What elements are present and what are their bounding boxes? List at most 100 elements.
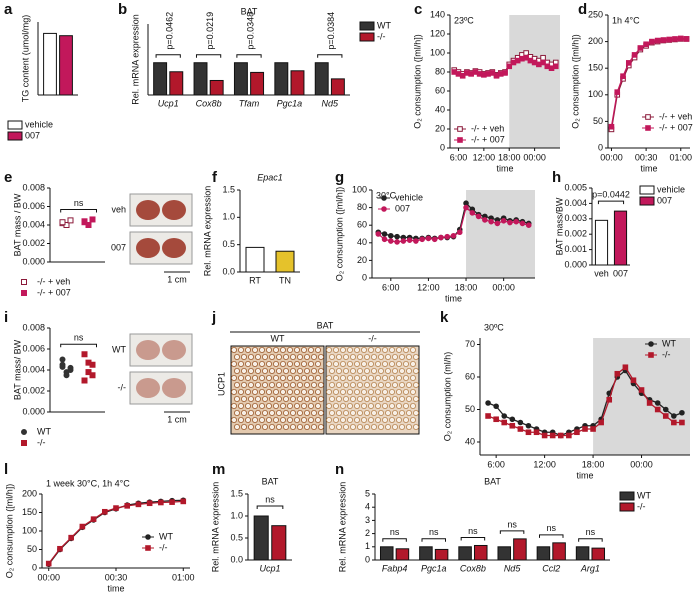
bar [591, 547, 606, 561]
x-tick-label: 12:00 [417, 282, 440, 292]
cell [286, 346, 293, 353]
cell [332, 416, 339, 423]
y-tick-label: 40 [357, 237, 367, 247]
bar [458, 546, 472, 561]
x-tick-label: Cox8b [460, 563, 486, 573]
bar [169, 71, 184, 96]
legend-label: vehicle [657, 184, 685, 194]
y-tick-label: 2 [365, 528, 370, 538]
cell [317, 409, 324, 416]
cell [363, 395, 370, 402]
data-point [523, 54, 529, 61]
y-tick-label: 0 [598, 142, 603, 152]
data-point [540, 54, 546, 61]
significance-bracket [597, 200, 625, 205]
legend-label: -/- + veh [659, 111, 692, 121]
cell [300, 388, 307, 395]
cell [254, 395, 261, 402]
data-point [388, 232, 394, 239]
cell [360, 374, 367, 381]
cell [233, 367, 240, 374]
data-point [90, 516, 97, 522]
data-point [643, 41, 649, 48]
legend-marker [648, 352, 654, 358]
cell [296, 395, 303, 402]
cell [353, 416, 360, 423]
cell [233, 353, 240, 360]
cell [332, 346, 339, 353]
cell [328, 381, 335, 388]
bar [43, 32, 57, 96]
y-tick-label: 1.0 [222, 212, 235, 222]
significance-bracket [317, 54, 343, 58]
legend-label: WT [159, 531, 173, 541]
cell [384, 353, 391, 360]
cell [268, 409, 275, 416]
cell [402, 388, 409, 395]
photo-label: 007 [111, 242, 126, 252]
significance-label: p=0.0442 [592, 189, 630, 199]
legend-label: -/- [377, 31, 386, 41]
data-point [375, 231, 382, 237]
y-axis-label: O₂ consumption ([ml/h]) [4, 484, 14, 579]
cell [251, 374, 258, 381]
cell [332, 388, 339, 395]
cell [261, 353, 268, 360]
cell [265, 402, 272, 409]
data-point [614, 89, 621, 95]
cell [405, 367, 412, 374]
cell [265, 388, 272, 395]
cell [398, 367, 405, 374]
cell [384, 381, 391, 388]
cell [300, 416, 307, 423]
data-point [582, 426, 588, 432]
cell [275, 353, 282, 360]
cell [325, 360, 332, 367]
data-point [67, 217, 74, 224]
cell [356, 395, 363, 402]
cell [258, 416, 265, 423]
significance-label: ns [390, 527, 400, 537]
y-tick-label: 0.002 [564, 229, 587, 239]
data-point [482, 217, 488, 223]
cell [307, 388, 314, 395]
cell [325, 416, 332, 423]
cell [374, 416, 381, 423]
cell [254, 423, 261, 430]
bar [271, 525, 287, 561]
cell [353, 346, 360, 353]
cell [244, 416, 251, 423]
y-axis-label: O₂ consumption ([ml/h]) [570, 34, 580, 129]
data-point [679, 419, 685, 426]
data-point [525, 222, 532, 228]
cell [237, 416, 244, 423]
data-point [475, 213, 482, 220]
legend-label: 007 [657, 195, 672, 205]
y-axis-label: Rel. mRNA expression [202, 186, 212, 277]
photo-label: veh [111, 204, 126, 214]
cell [381, 360, 388, 367]
cell [244, 360, 251, 367]
data-point [608, 123, 615, 130]
cell [339, 374, 346, 381]
y-tick-label: 0.006 [22, 201, 45, 211]
cell [384, 409, 391, 416]
bar [245, 246, 265, 273]
tissue [136, 378, 160, 398]
cell [317, 423, 324, 430]
cell [335, 367, 342, 374]
cell [384, 395, 391, 402]
cell [233, 409, 240, 416]
significance-label: ns [546, 523, 556, 533]
bar [379, 546, 394, 561]
cell [391, 409, 398, 416]
tissue [162, 340, 186, 360]
cell [244, 374, 251, 381]
legend-swatch [359, 21, 375, 31]
legend-label: WT [377, 20, 391, 30]
cell [370, 409, 377, 416]
dark-phase [509, 15, 560, 148]
y-tick-label: 4 [365, 502, 370, 512]
significance-bracket [539, 534, 564, 538]
cell [388, 402, 395, 409]
